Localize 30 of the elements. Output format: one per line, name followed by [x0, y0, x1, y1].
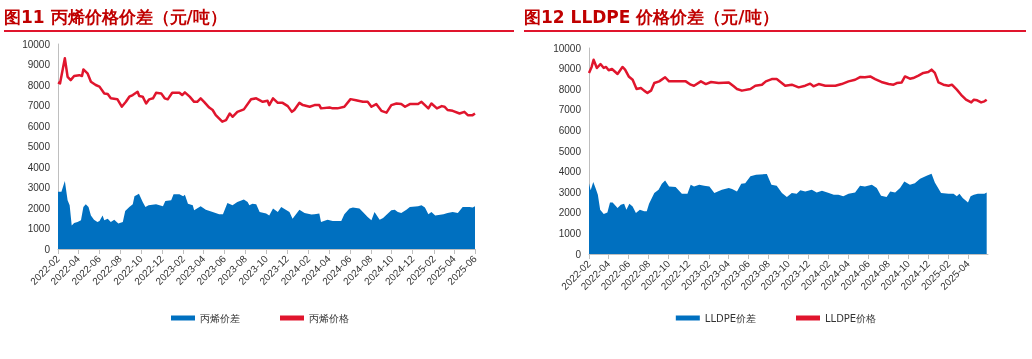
y-tick-label: 2000: [27, 202, 51, 214]
y-tick-label: 3000: [27, 182, 51, 193]
y-tick-label: 0: [44, 243, 51, 255]
legend-label: LLDPE价差: [704, 312, 757, 324]
y-tick-label: 9000: [558, 63, 582, 75]
y-tick-label: 3000: [558, 186, 582, 198]
line-series: [56, 57, 477, 123]
y-tick-label: 5000: [27, 141, 51, 152]
y-tick-label: 7000: [558, 104, 582, 116]
y-tick-label: 6000: [558, 124, 582, 136]
line-series: [587, 58, 988, 104]
y-tick-label: 1000: [558, 227, 582, 239]
chart-title: 图11 丙烯价格价差（元/吨）: [4, 4, 514, 32]
y-tick-label: 10000: [22, 38, 51, 50]
y-tick-label: 2000: [558, 207, 582, 219]
legend-label: LLDPE价格: [825, 312, 877, 324]
y-tick-label: 8000: [27, 79, 51, 91]
y-tick-label: 1000: [27, 223, 51, 234]
chart-title: 图12 LLDPE 价格价差（元/吨）: [524, 4, 1026, 32]
y-tick-label: 0: [575, 248, 582, 260]
y-tick-label: 4000: [27, 161, 51, 173]
legend-label: 丙烯价差: [200, 312, 240, 324]
y-tick-label: 10000: [553, 42, 582, 54]
y-tick-label: 5000: [558, 145, 582, 157]
y-tick-label: 7000: [27, 100, 51, 111]
legend-label: 丙烯价格: [309, 312, 349, 324]
y-tick-label: 4000: [558, 166, 582, 178]
y-tick-label: 8000: [558, 83, 582, 95]
y-tick-label: 9000: [27, 59, 51, 70]
y-tick-label: 6000: [27, 120, 51, 132]
